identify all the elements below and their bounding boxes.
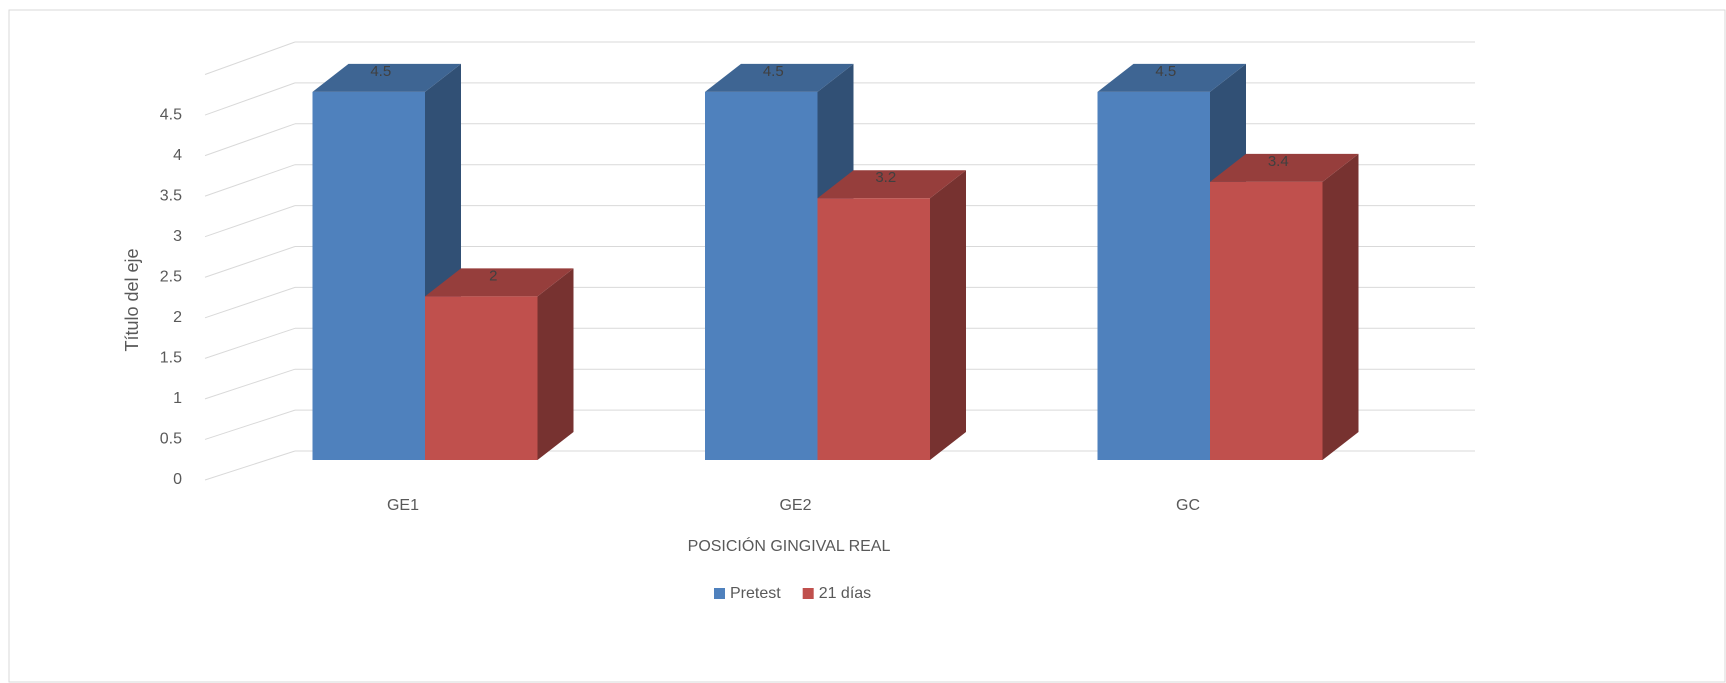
bar	[425, 268, 574, 460]
y-tick-label: 4	[173, 147, 182, 164]
x-tick-label: GE1	[387, 497, 419, 514]
bar-top	[1097, 63, 1246, 92]
grid-line	[204, 450, 296, 481]
bar-side	[537, 268, 574, 460]
bar-top	[425, 268, 574, 297]
grid-line	[204, 327, 296, 359]
chart-border	[8, 9, 1726, 683]
data-label: 4.5	[763, 63, 784, 80]
grid-line	[204, 246, 296, 278]
grid-line	[204, 123, 296, 157]
legend-swatch	[802, 588, 814, 599]
data-label: 3.2	[875, 169, 896, 186]
bar-top	[1210, 153, 1359, 182]
bar-front	[817, 198, 930, 461]
grid-line	[204, 409, 296, 440]
grid-line	[204, 286, 296, 319]
y-axis-title: Título del eje	[122, 248, 142, 351]
bar-top	[312, 63, 461, 92]
x-axis-title: POSICIÓN GINGIVAL REAL	[688, 536, 891, 555]
y-tick-label: 2	[173, 309, 182, 326]
bar	[817, 170, 966, 461]
bar-front	[705, 91, 818, 461]
bar-top	[817, 170, 966, 199]
y-tick-label: 3	[173, 228, 182, 245]
bar-front	[1210, 181, 1323, 460]
y-tick-label: 0.5	[160, 431, 182, 448]
y-tick-label: 4.5	[160, 106, 182, 123]
wall-edge	[204, 41, 296, 75]
data-label: 4.5	[1155, 63, 1176, 80]
data-label: 2	[489, 267, 497, 284]
grid-line	[204, 368, 296, 400]
legend-label: Pretest	[730, 585, 781, 602]
x-tick-label: GE2	[779, 497, 811, 514]
bar-front	[1097, 91, 1210, 461]
grid-line	[204, 164, 296, 197]
x-tick-label: GC	[1176, 497, 1200, 514]
bar-side	[930, 170, 966, 461]
legend-swatch	[714, 588, 725, 599]
y-tick-label: 1.5	[160, 350, 182, 367]
bar-top	[705, 63, 854, 92]
grid-line	[204, 82, 296, 116]
legend-label: 21 días	[819, 585, 871, 602]
y-tick-label: 2.5	[160, 268, 182, 285]
bar	[1210, 153, 1359, 460]
data-label: 3.4	[1268, 153, 1289, 170]
bar-side	[1322, 153, 1359, 460]
data-label: 4.5	[370, 63, 391, 80]
bar-front	[425, 296, 538, 460]
y-tick-label: 3.5	[160, 187, 182, 204]
y-tick-label: 1	[173, 390, 182, 407]
y-tick-label: 0	[173, 471, 182, 488]
bar-front	[312, 91, 425, 461]
grid-line	[204, 205, 296, 238]
